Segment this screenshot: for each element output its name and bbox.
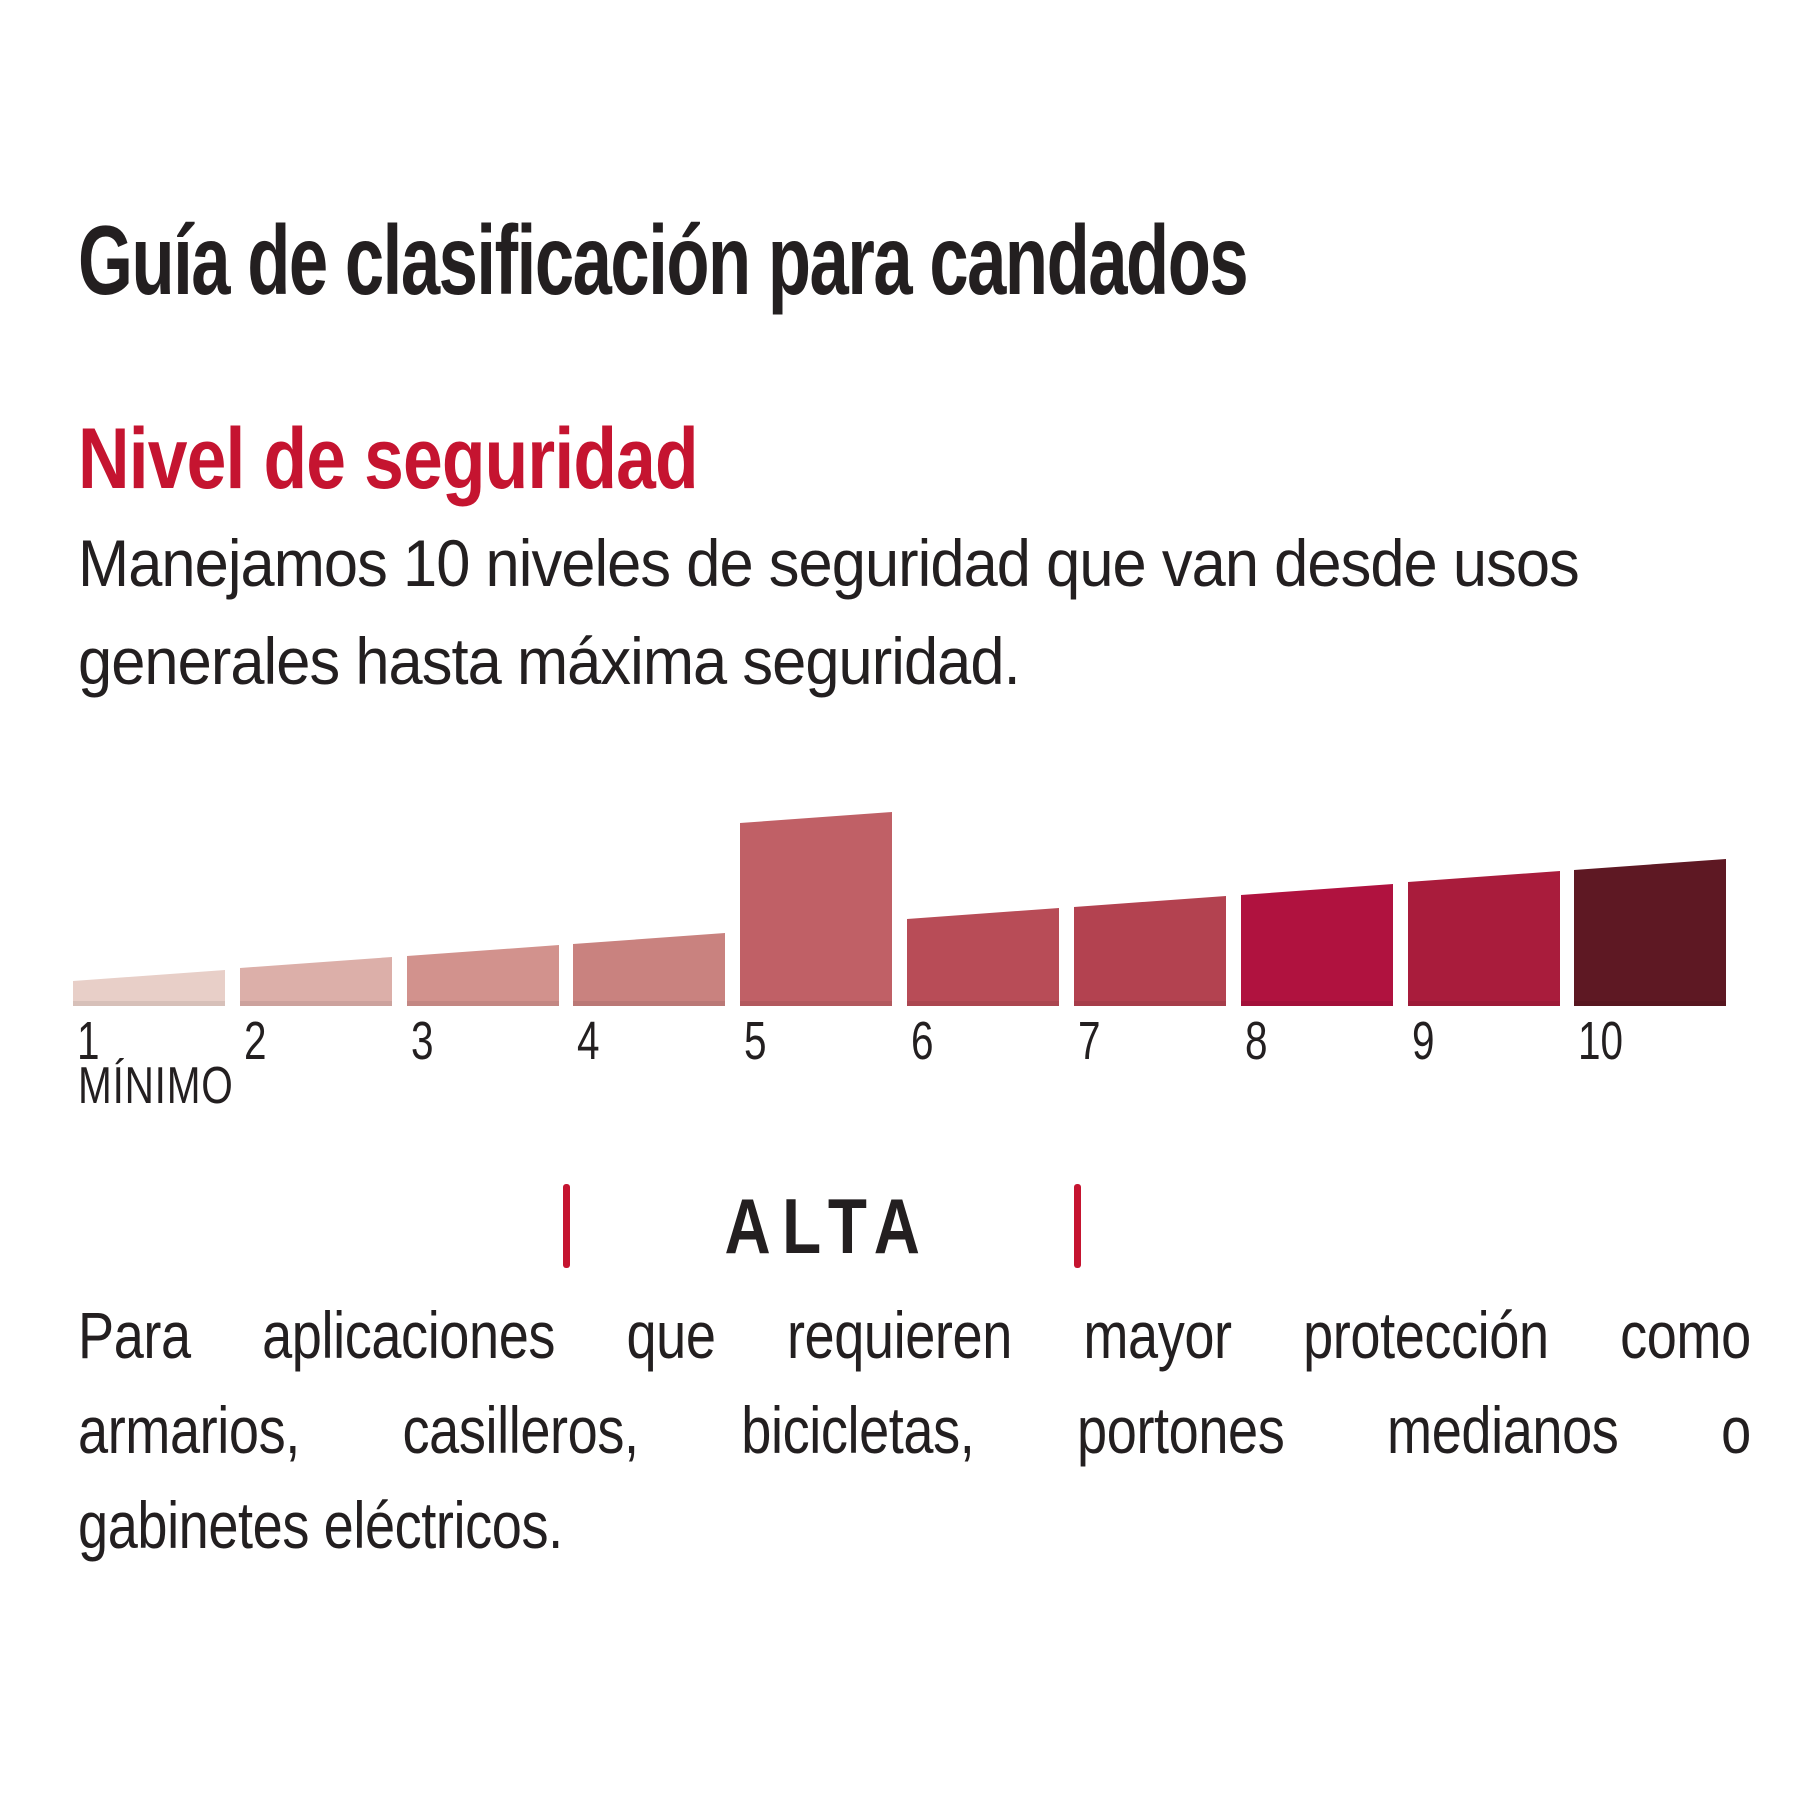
alta-description-line-2: armarios, casilleros, bicicletas, porton… <box>78 1393 1751 1467</box>
bar-level-label-5: 5 <box>744 1011 767 1071</box>
bar-level-label-2: 2 <box>244 1011 267 1071</box>
security-level-description: Manejamos 10 niveles de seguridad que va… <box>78 514 1800 710</box>
alta-description: Para aplicaciones que requieren mayor pr… <box>78 1288 1751 1573</box>
bar-base-shade-4 <box>573 1001 725 1006</box>
bar-level-label-6: 6 <box>911 1011 934 1071</box>
bar-level-1 <box>73 970 225 1006</box>
bar-level-8 <box>1241 884 1393 1006</box>
range-end-tick <box>1074 1184 1081 1268</box>
bar-base-shade-9 <box>1408 1001 1560 1006</box>
bar-level-label-10: 10 <box>1578 1011 1624 1071</box>
bar-base-shade-1 <box>73 1001 225 1006</box>
bar-level-2 <box>240 957 392 1006</box>
bar-base-shade-8 <box>1241 1001 1393 1006</box>
bar-base-shade-6 <box>907 1001 1059 1006</box>
bar-level-label-1: 1 <box>77 1011 100 1071</box>
bar-level-3 <box>407 945 559 1006</box>
bar-level-label-8: 8 <box>1245 1011 1268 1071</box>
bar-level-7 <box>1074 896 1226 1006</box>
axis-minimum-label: MÍNIMO <box>78 1057 234 1115</box>
alta-range-label: ALTA <box>724 1182 932 1270</box>
bar-base-shade-3 <box>407 1001 559 1006</box>
bar-base-shade-5 <box>740 1001 892 1006</box>
bar-level-label-3: 3 <box>411 1011 434 1071</box>
alta-range-marker: ALTA <box>563 1180 1081 1272</box>
bar-base-shade-2 <box>240 1001 392 1006</box>
description-line-2: generales hasta máxima seguridad. <box>78 624 1021 698</box>
bar-level-label-4: 4 <box>577 1011 600 1071</box>
bar-level-label-7: 7 <box>1078 1011 1101 1071</box>
alta-description-line-3: gabinetes eléctricos. <box>78 1488 563 1562</box>
bar-level-6 <box>907 908 1059 1006</box>
bar-base-shade-10 <box>1574 1001 1726 1006</box>
bar-level-4 <box>573 933 725 1006</box>
range-start-tick <box>563 1184 570 1268</box>
security-level-heading: Nivel de seguridad <box>78 411 699 507</box>
page-title: Guía de clasificación para candados <box>78 205 1249 315</box>
bar-base-shade-7 <box>1074 1001 1226 1006</box>
bar-level-10 <box>1574 859 1726 1006</box>
description-line-1: Manejamos 10 niveles de seguridad que va… <box>78 526 1580 600</box>
bar-level-9 <box>1408 871 1560 1006</box>
alta-description-line-1: Para aplicaciones que requieren mayor pr… <box>78 1298 1751 1372</box>
bar-level-5-highlighted <box>740 812 892 1006</box>
bar-level-label-9: 9 <box>1412 1011 1435 1071</box>
